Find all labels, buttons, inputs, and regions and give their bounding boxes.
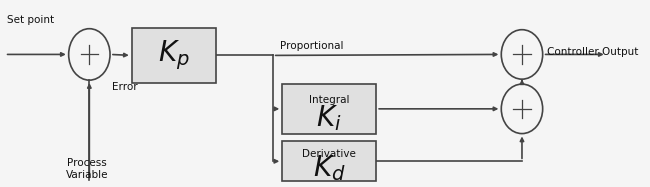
Text: $K_d$: $K_d$ xyxy=(313,154,346,183)
Text: Set point: Set point xyxy=(6,15,54,25)
Text: Controller Output: Controller Output xyxy=(547,47,639,57)
Text: Proportional: Proportional xyxy=(280,42,344,51)
Text: Derivative: Derivative xyxy=(302,149,356,159)
Bar xyxy=(132,28,216,83)
Text: Error: Error xyxy=(112,82,138,92)
Text: Process
Variable: Process Variable xyxy=(66,159,109,180)
Text: $K_i$: $K_i$ xyxy=(317,103,342,133)
Text: Integral: Integral xyxy=(309,95,350,105)
Bar xyxy=(282,142,376,181)
Text: $K_p$: $K_p$ xyxy=(158,39,190,72)
Bar xyxy=(282,84,376,134)
